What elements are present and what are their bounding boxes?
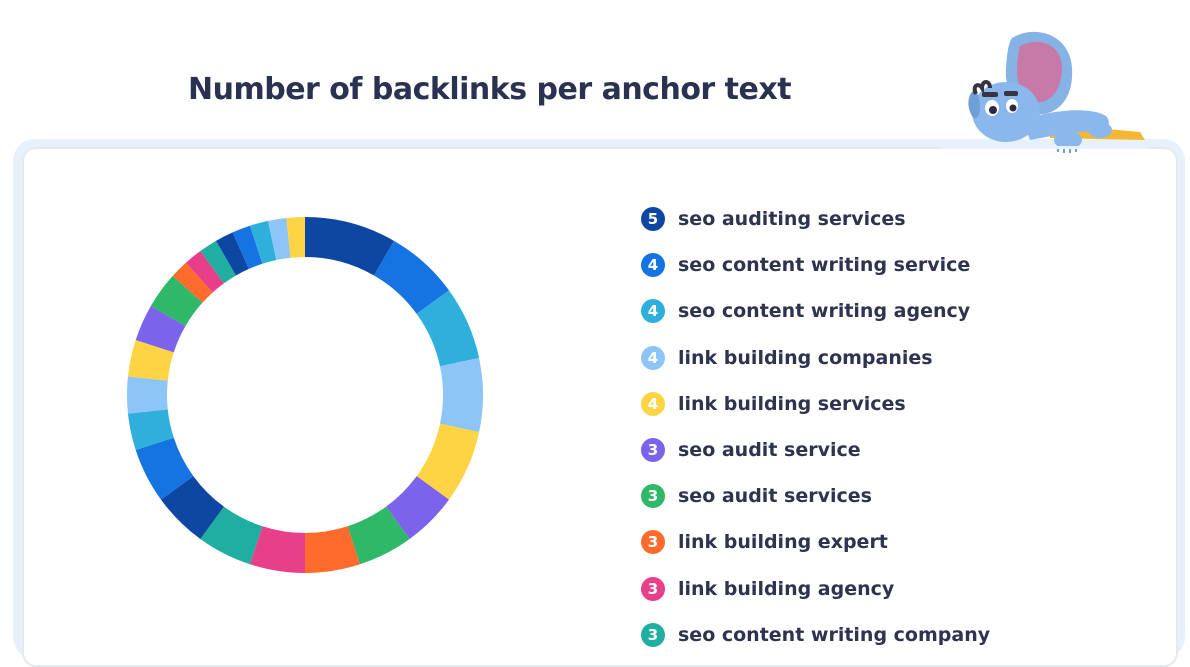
donut-slice bbox=[200, 240, 236, 284]
legend-item: 3 seo audit services bbox=[641, 473, 1181, 519]
legend-label: link building expert bbox=[678, 531, 888, 554]
legend-item: 4 link building services bbox=[641, 381, 1181, 427]
donut-slice bbox=[135, 437, 194, 500]
donut-slice bbox=[386, 476, 450, 540]
legend-item: 3 link building expert bbox=[641, 519, 1181, 565]
legend-count-badge: 4 bbox=[641, 299, 665, 324]
donut-slice bbox=[249, 220, 277, 264]
donut-slice bbox=[267, 217, 291, 261]
legend-count-badge: 3 bbox=[641, 530, 665, 555]
legend-label: seo audit services bbox=[678, 485, 872, 508]
legend-count-badge: 3 bbox=[641, 622, 665, 647]
chart-title: Number of backlinks per anchor text bbox=[188, 72, 792, 107]
chart-legend: 5 seo auditing services 4 seo content writi… bbox=[641, 196, 1181, 658]
donut-slice bbox=[185, 250, 224, 293]
legend-label: seo content writing agency bbox=[678, 300, 971, 323]
donut-slice bbox=[160, 476, 224, 540]
legend-label: seo audit service bbox=[678, 439, 861, 462]
legend-item: 3 seo content writing company bbox=[641, 612, 1181, 658]
donut-slice bbox=[347, 506, 410, 565]
legend-count-badge: 3 bbox=[641, 484, 665, 509]
donut-slice bbox=[127, 376, 168, 414]
donut-slice bbox=[200, 506, 263, 565]
elephant-mascot-icon bbox=[940, 31, 1150, 153]
legend-count-badge: 5 bbox=[641, 207, 665, 232]
legend-item: 4 seo content writing agency bbox=[641, 288, 1181, 334]
donut-slice bbox=[249, 526, 305, 573]
donut-slice bbox=[305, 526, 361, 573]
donut-slice bbox=[172, 262, 213, 303]
donut-slice bbox=[127, 409, 174, 451]
legend-label: link building services bbox=[678, 392, 906, 415]
legend-item: 5 seo auditing services bbox=[641, 196, 1181, 242]
donut-slice bbox=[439, 357, 483, 433]
donut-slice bbox=[374, 240, 450, 314]
donut-slice bbox=[216, 232, 249, 276]
legend-label: seo auditing services bbox=[678, 208, 906, 231]
legend-label: link building agency bbox=[678, 577, 895, 600]
donut-slice bbox=[286, 217, 305, 258]
legend-count-badge: 4 bbox=[641, 253, 665, 278]
donut-slice bbox=[416, 290, 480, 367]
legend-label: seo content writing company bbox=[678, 623, 991, 646]
legend-count-badge: 3 bbox=[641, 576, 665, 601]
legend-item: 4 seo content writing service bbox=[641, 242, 1181, 288]
donut-slice bbox=[135, 306, 186, 353]
donut-slice bbox=[127, 339, 174, 381]
legend-count-badge: 4 bbox=[641, 391, 665, 416]
donut-slice bbox=[305, 217, 394, 276]
legend-label: link building companies bbox=[678, 346, 933, 369]
chart-card bbox=[22, 147, 1178, 667]
legend-count-badge: 4 bbox=[641, 345, 665, 370]
legend-item: 4 link building companies bbox=[641, 335, 1181, 381]
legend-label: seo content writing service bbox=[678, 254, 971, 277]
legend-item: 3 seo audit service bbox=[641, 427, 1181, 473]
donut-slice bbox=[232, 225, 263, 269]
donut-slice bbox=[150, 275, 203, 326]
donut-slice bbox=[416, 423, 480, 500]
donut-chart bbox=[127, 217, 483, 573]
legend-count-badge: 3 bbox=[641, 438, 665, 463]
legend-item: 3 link building agency bbox=[641, 566, 1181, 612]
